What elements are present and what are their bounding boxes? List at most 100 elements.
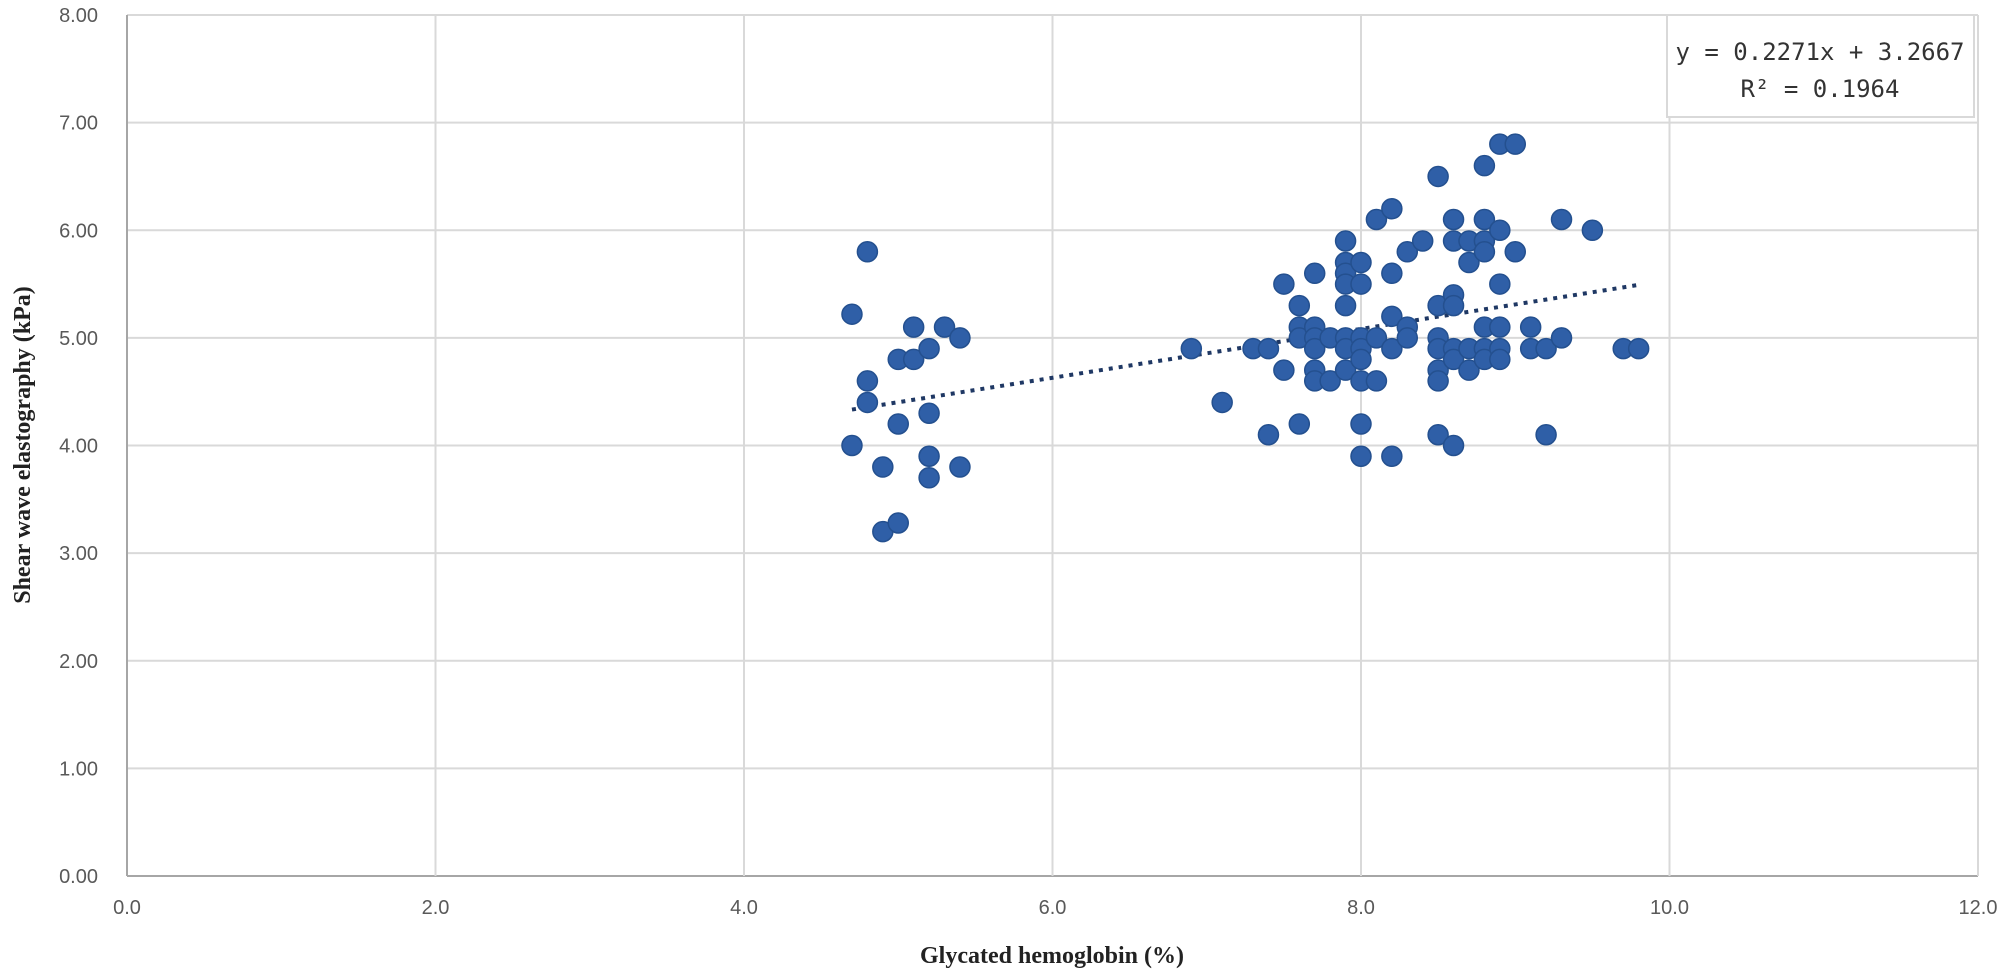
data-point (949, 456, 971, 478)
data-point (1319, 370, 1341, 392)
data-point (1550, 208, 1573, 231)
data-point (1350, 348, 1372, 371)
x-tick-label: 6.0 (1039, 897, 1067, 919)
data-point (1303, 337, 1326, 360)
x-tick-label: 8.0 (1347, 897, 1375, 919)
x-tick-label: 4.0 (730, 897, 758, 919)
data-point (1180, 337, 1203, 360)
trendline (851, 282, 1639, 412)
data-point (1211, 391, 1233, 414)
y-axis-title: Shear wave elastography (kPa) (10, 286, 36, 604)
data-point (1489, 273, 1511, 295)
data-point (1334, 359, 1357, 381)
data-point (1334, 294, 1357, 317)
data-point (1489, 348, 1511, 371)
data-point (933, 316, 956, 338)
data-point (918, 445, 940, 468)
data-point (1519, 316, 1542, 338)
data-point (1535, 423, 1557, 446)
data-point (1381, 262, 1403, 285)
data-point (1489, 316, 1511, 338)
data-point (902, 316, 925, 338)
data-point (841, 434, 863, 457)
x-tick-label: 12.0 (1959, 897, 1998, 919)
data-point (1489, 219, 1511, 241)
x-tick-label: 10.0 (1650, 897, 1689, 919)
x-axis-ticks: 0.0 2.0 4.0 6.0 8.0 10.0 12.0 (113, 897, 1997, 919)
y-tick-label: 6.00 (59, 220, 98, 242)
data-point (918, 337, 940, 360)
data-point (1350, 273, 1372, 295)
data-point (1350, 445, 1372, 468)
x-tick-label: 2.0 (422, 897, 450, 919)
data-point (1381, 197, 1403, 220)
y-tick-label: 2.00 (59, 651, 98, 673)
data-point (1535, 337, 1557, 360)
data-point (1427, 370, 1449, 392)
trendline-equation: y = 0.2271x + 3.2667 (1676, 38, 1965, 66)
data-point (1273, 359, 1295, 381)
data-point (1581, 219, 1604, 241)
data-point (1257, 337, 1280, 360)
y-tick-label: 0.00 (59, 866, 98, 888)
data-point (918, 402, 940, 424)
data-point (1427, 423, 1449, 446)
x-axis-title: Glycated hemoglobin (%) (920, 943, 1184, 969)
data-point (1473, 154, 1496, 177)
data-point (1288, 413, 1311, 435)
data-point (1334, 230, 1357, 252)
data-point (841, 303, 863, 325)
data-point (1288, 294, 1311, 317)
y-tick-label: 8.00 (59, 5, 98, 27)
data-point (1350, 413, 1372, 435)
data-point (1504, 133, 1526, 155)
data-point (1442, 208, 1465, 231)
data-point (1365, 370, 1388, 392)
gridlines (126, 14, 1979, 877)
data-point (1365, 327, 1388, 349)
y-axis-ticks: 0.00 1.00 2.00 3.00 4.00 5.00 6.00 7.00 8.00 (59, 5, 98, 888)
data-point (1427, 165, 1449, 188)
r-squared-label: R² = 0.1964 (1741, 75, 1900, 103)
y-tick-label: 3.00 (59, 543, 98, 565)
data-points (841, 133, 1650, 543)
data-point (1627, 337, 1650, 360)
data-point (856, 241, 879, 263)
data-point (1411, 230, 1434, 252)
y-tick-label: 1.00 (59, 758, 98, 780)
data-point (887, 413, 909, 435)
data-point (918, 467, 940, 489)
data-point (1303, 262, 1326, 285)
data-point (1396, 327, 1419, 349)
y-tick-label: 7.00 (59, 113, 98, 135)
data-point (1458, 251, 1480, 274)
data-point (1365, 208, 1388, 231)
data-point (1550, 327, 1573, 349)
data-point (902, 348, 925, 371)
data-point (1273, 273, 1295, 295)
data-point (1442, 294, 1465, 317)
x-tick-label: 0.0 (113, 897, 141, 919)
data-point (1473, 208, 1496, 231)
data-point (1396, 241, 1419, 263)
data-point (1473, 241, 1496, 263)
y-tick-label: 5.00 (59, 328, 98, 350)
data-point (1458, 359, 1480, 381)
data-point (1442, 348, 1465, 371)
data-point (1442, 434, 1465, 457)
data-point (856, 370, 879, 392)
equation-box (1666, 14, 1975, 118)
data-point (856, 391, 879, 414)
trendline-path (851, 282, 1639, 412)
data-point (949, 327, 971, 349)
data-point (1381, 337, 1403, 360)
data-point (1350, 251, 1372, 274)
data-point (872, 456, 894, 478)
data-point (1381, 445, 1403, 468)
data-point (1257, 423, 1280, 446)
y-tick-label: 4.00 (59, 436, 98, 458)
data-point (887, 512, 909, 534)
data-point (1504, 241, 1526, 263)
data-point (1381, 305, 1403, 328)
